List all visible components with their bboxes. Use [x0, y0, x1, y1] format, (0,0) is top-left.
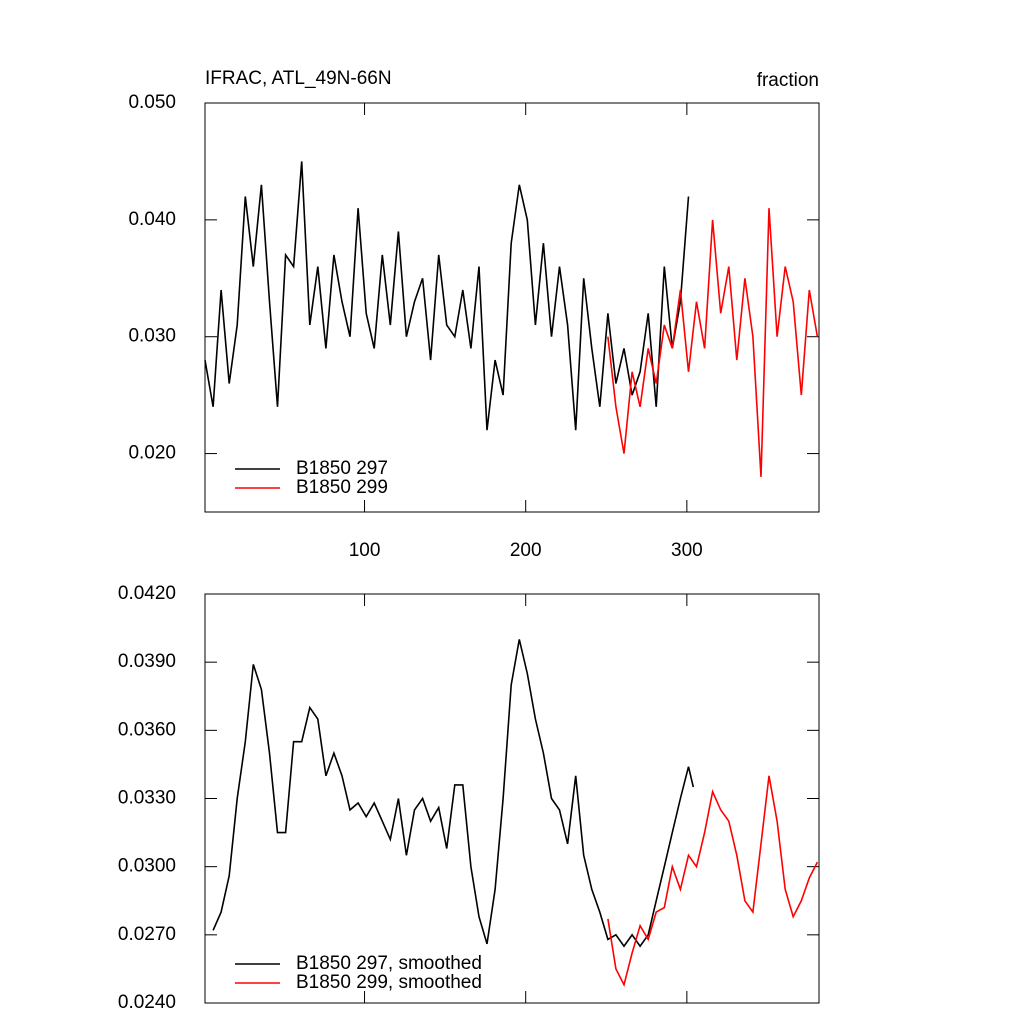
- y-tick-label: 0.0360: [118, 719, 176, 740]
- series-line: [607, 775, 819, 988]
- y-tick-label: 0.0270: [118, 924, 176, 945]
- chart-subtitle: fraction: [757, 70, 819, 91]
- y-tick-label: 0.030: [128, 326, 176, 347]
- y-tick-label: 0.0330: [118, 788, 176, 809]
- y-tick-label: 0.020: [128, 443, 176, 464]
- plot-frame: [204, 593, 820, 1004]
- x-tick-label: 100: [349, 540, 381, 561]
- series-line: [204, 161, 690, 431]
- plot-frame: [204, 102, 820, 513]
- series-line: [212, 639, 695, 948]
- y-tick-label: 0.0420: [118, 583, 176, 604]
- series-line: [607, 208, 819, 477]
- legend-label: B1850 297, smoothed: [296, 953, 482, 974]
- y-tick-label: 0.0240: [118, 992, 176, 1013]
- y-tick-label: 0.050: [128, 92, 176, 113]
- chart-title: IFRAC, ATL_49N-66N: [205, 68, 392, 89]
- y-tick-label: 0.040: [128, 209, 176, 230]
- legend-label: B1850 299, smoothed: [296, 972, 482, 993]
- legend-label: B1850 297: [296, 458, 388, 479]
- y-tick-label: 0.0300: [118, 856, 176, 877]
- x-tick-label: 200: [510, 540, 542, 561]
- legend-label: B1850 299: [296, 477, 388, 498]
- y-tick-label: 0.0390: [118, 651, 176, 672]
- x-tick-label: 300: [671, 540, 703, 561]
